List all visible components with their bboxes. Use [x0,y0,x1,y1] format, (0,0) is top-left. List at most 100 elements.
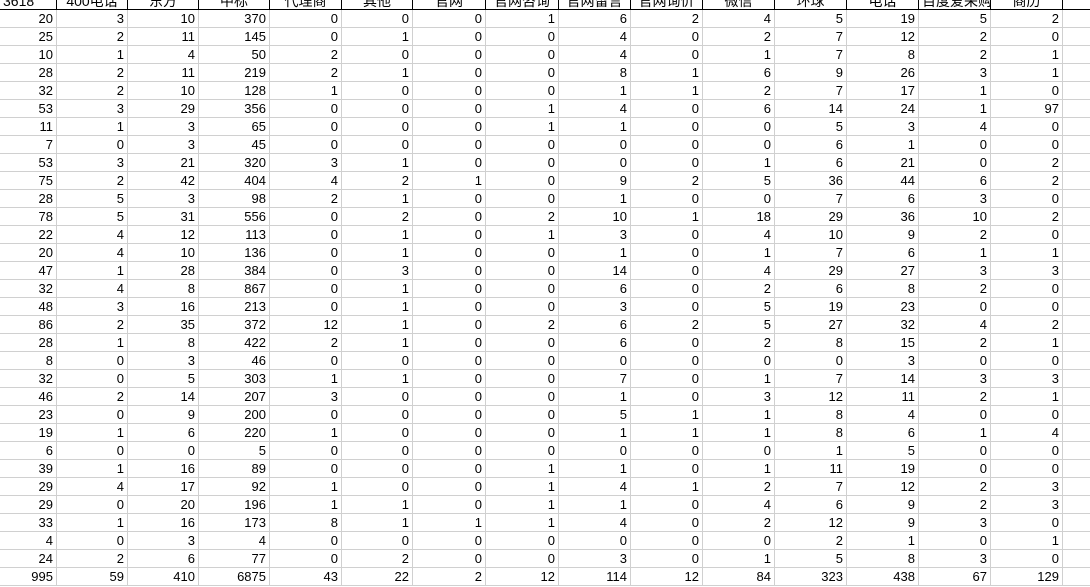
data-cell: 86 [0,316,57,334]
data-cell: 4 [0,532,57,550]
data-cell: 20 [128,496,199,514]
data-cell: 2 [486,208,559,226]
data-cell: 12 [128,226,199,244]
data-cell: 3 [128,352,199,370]
data-cell: 4 [57,478,128,496]
data-cell: 0 [270,550,342,568]
data-cell [1063,280,1090,298]
data-cell [1063,10,1090,28]
data-cell: 0 [413,136,486,154]
data-cell: 0 [631,496,703,514]
data-cell [1063,154,1090,172]
data-cell: 0 [631,262,703,280]
data-cell: 3 [128,190,199,208]
data-cell: 28 [0,190,57,208]
data-cell: 0 [631,352,703,370]
data-cell: 320 [199,154,270,172]
data-cell: 173 [199,514,270,532]
header-cell: 400电话 [57,0,128,10]
total-cell: 22 [342,568,413,586]
data-cell: 0 [270,226,342,244]
data-cell: 0 [413,406,486,424]
data-cell: 42 [128,172,199,190]
data-cell: 8 [0,352,57,370]
data-cell: 422 [199,334,270,352]
data-cell: 36 [847,208,919,226]
data-cell: 4 [847,406,919,424]
data-cell: 1 [703,46,775,64]
data-cell: 1 [342,334,413,352]
data-cell: 9 [559,172,631,190]
data-cell: 26 [847,64,919,82]
data-cell: 0 [413,298,486,316]
data-cell: 0 [991,190,1063,208]
data-cell: 4 [919,316,991,334]
data-cell: 0 [991,118,1063,136]
data-cell: 213 [199,298,270,316]
data-cell: 19 [775,298,847,316]
data-cell: 4 [559,100,631,118]
data-cell: 7 [775,244,847,262]
data-cell: 0 [775,352,847,370]
data-cell: 0 [631,532,703,550]
data-cell: 24 [847,100,919,118]
data-cell: 2 [57,64,128,82]
data-cell: 2 [919,334,991,352]
data-cell: 1 [991,334,1063,352]
data-cell: 1 [342,226,413,244]
data-cell: 0 [413,550,486,568]
data-cell: 0 [631,550,703,568]
data-cell: 2 [57,172,128,190]
data-cell: 0 [559,442,631,460]
data-cell: 0 [703,118,775,136]
data-cell: 12 [847,28,919,46]
data-cell: 16 [128,460,199,478]
data-cell: 8 [775,334,847,352]
data-cell: 6 [703,100,775,118]
data-cell: 219 [199,64,270,82]
data-cell: 3 [57,154,128,172]
data-cell: 0 [631,190,703,208]
data-cell: 1 [486,514,559,532]
data-cell: 370 [199,10,270,28]
data-cell: 0 [270,28,342,46]
data-cell: 20 [0,244,57,262]
data-cell: 0 [413,460,486,478]
data-cell: 2 [270,46,342,64]
data-cell: 2 [919,496,991,514]
data-cell: 35 [128,316,199,334]
data-cell: 19 [0,424,57,442]
data-cell: 2 [57,316,128,334]
data-cell: 2 [703,334,775,352]
total-cell: 12 [631,568,703,586]
data-cell: 0 [919,298,991,316]
data-cell [1063,172,1090,190]
data-cell: 6 [559,10,631,28]
data-cell: 0 [342,10,413,28]
data-cell: 0 [991,352,1063,370]
data-cell [1063,262,1090,280]
data-cell: 9 [847,226,919,244]
data-cell: 0 [128,442,199,460]
data-cell: 0 [486,370,559,388]
data-cell: 0 [413,424,486,442]
data-cell: 1 [559,388,631,406]
data-cell: 3 [991,370,1063,388]
data-cell: 2 [919,280,991,298]
data-cell: 0 [413,46,486,64]
data-cell: 25 [0,28,57,46]
data-cell: 6 [847,424,919,442]
data-cell: 0 [919,154,991,172]
data-cell: 0 [413,334,486,352]
data-cell: 28 [0,64,57,82]
data-cell: 2 [703,280,775,298]
data-cell: 0 [413,100,486,118]
data-cell: 0 [703,442,775,460]
data-cell: 0 [270,100,342,118]
data-cell: 28 [0,334,57,352]
data-cell: 1 [342,370,413,388]
data-cell [1063,190,1090,208]
data-cell: 29 [0,496,57,514]
data-cell: 0 [57,370,128,388]
data-cell: 1 [413,172,486,190]
